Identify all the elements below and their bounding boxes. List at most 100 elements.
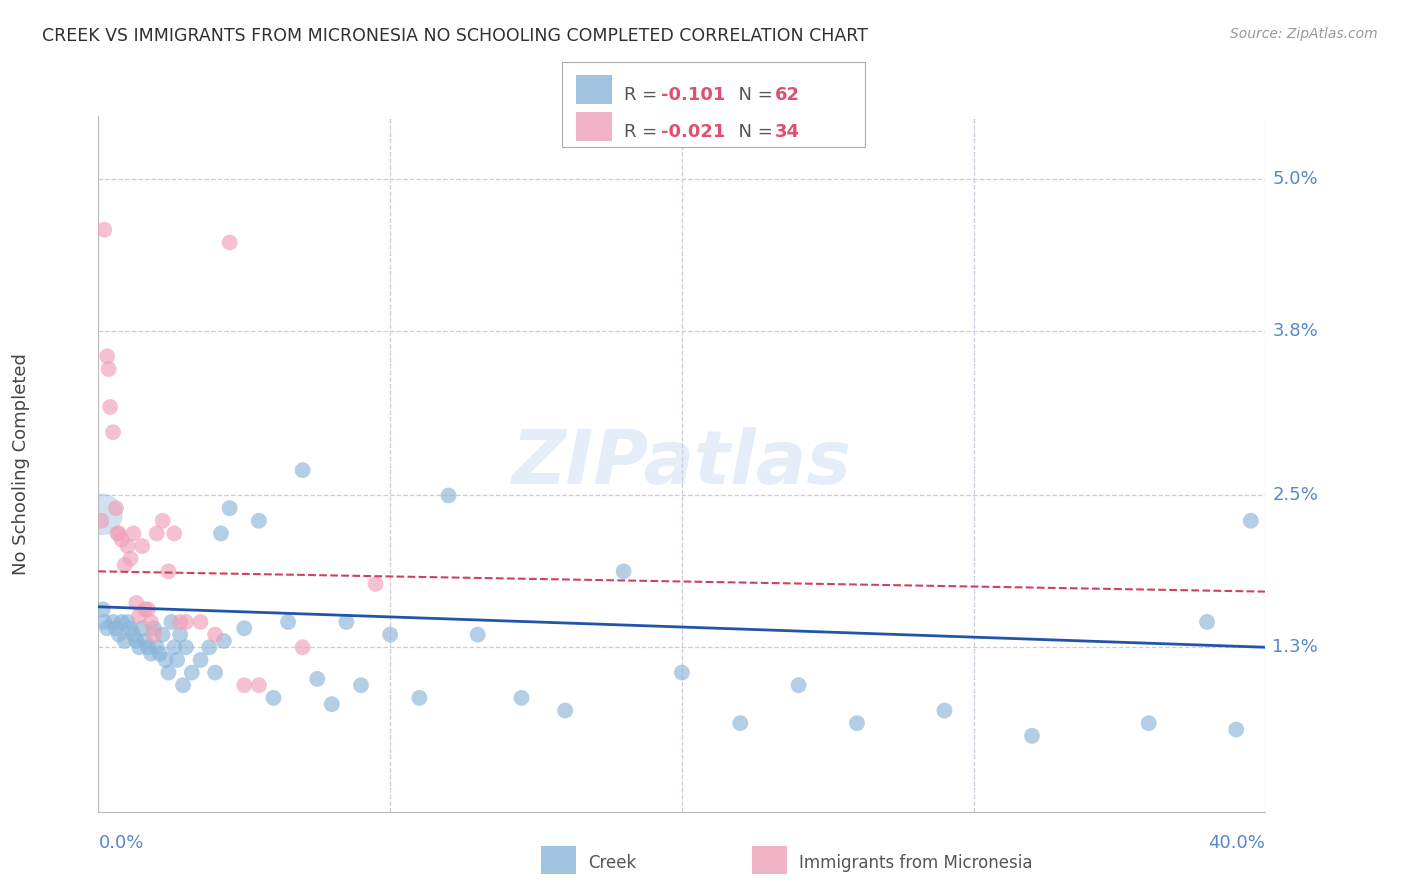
Text: -0.021: -0.021 <box>661 123 725 141</box>
Point <box>291 640 314 655</box>
Point <box>146 526 169 541</box>
Text: 2.5%: 2.5% <box>1272 486 1319 505</box>
Text: 34: 34 <box>775 123 800 141</box>
Point <box>155 653 177 667</box>
Point <box>134 602 156 616</box>
Point <box>111 533 134 547</box>
Point <box>128 640 150 655</box>
Point <box>134 634 156 648</box>
Point <box>139 615 162 629</box>
Point <box>101 425 124 440</box>
Point <box>730 716 752 731</box>
Point <box>291 463 314 477</box>
Point <box>90 508 112 522</box>
Point <box>787 678 810 692</box>
Point <box>101 615 124 629</box>
Point <box>172 678 194 692</box>
Point <box>204 665 226 680</box>
Point <box>169 615 191 629</box>
Point <box>96 621 118 635</box>
Point <box>117 615 139 629</box>
Point <box>122 526 145 541</box>
Point <box>364 577 387 591</box>
Point <box>131 539 153 553</box>
Point <box>233 621 256 635</box>
Point <box>934 704 956 718</box>
Point <box>277 615 299 629</box>
Text: N =: N = <box>727 123 779 141</box>
Point <box>233 678 256 692</box>
Text: Immigrants from Micronesia: Immigrants from Micronesia <box>799 855 1032 872</box>
Text: 40.0%: 40.0% <box>1209 834 1265 852</box>
Point <box>307 672 329 686</box>
Point <box>136 602 159 616</box>
Point <box>157 565 180 579</box>
Point <box>1021 729 1043 743</box>
Text: -0.101: -0.101 <box>661 86 725 103</box>
Point <box>190 653 212 667</box>
Point <box>139 647 162 661</box>
Point <box>467 627 489 641</box>
Point <box>218 235 240 250</box>
Text: 1.3%: 1.3% <box>1272 639 1319 657</box>
Point <box>122 627 145 641</box>
Point <box>554 704 576 718</box>
Text: 0.0%: 0.0% <box>98 834 143 852</box>
Point <box>142 621 165 635</box>
Point <box>247 678 270 692</box>
Point <box>136 640 159 655</box>
Point <box>350 678 373 692</box>
Point <box>128 608 150 623</box>
Point <box>114 558 136 572</box>
Point <box>212 634 235 648</box>
Point <box>247 514 270 528</box>
Point <box>174 640 197 655</box>
Text: 62: 62 <box>775 86 800 103</box>
Point <box>125 634 148 648</box>
Text: R =: R = <box>624 123 664 141</box>
Point <box>152 514 174 528</box>
Point <box>93 223 115 237</box>
Point <box>157 665 180 680</box>
Point <box>510 690 533 705</box>
Point <box>149 647 172 661</box>
Point <box>1225 723 1247 737</box>
Text: No Schooling Completed: No Schooling Completed <box>13 353 30 574</box>
Point <box>321 697 343 711</box>
Point <box>120 551 142 566</box>
Point <box>125 596 148 610</box>
Text: ZIPatlas: ZIPatlas <box>512 427 852 500</box>
Point <box>105 526 128 541</box>
Point <box>104 501 127 516</box>
Point <box>120 621 142 635</box>
Point <box>1195 615 1218 629</box>
Point <box>160 615 183 629</box>
Point <box>93 615 115 629</box>
Text: 3.8%: 3.8% <box>1272 322 1319 340</box>
Point <box>96 349 118 363</box>
Point <box>114 634 136 648</box>
Point <box>142 627 165 641</box>
Text: N =: N = <box>727 86 779 103</box>
Point <box>152 627 174 641</box>
Point <box>180 665 202 680</box>
Point <box>169 627 191 641</box>
Point <box>117 539 139 553</box>
Point <box>108 627 131 641</box>
Point <box>90 514 112 528</box>
Point <box>174 615 197 629</box>
Point <box>131 621 153 635</box>
Point <box>108 526 131 541</box>
Point <box>218 501 240 516</box>
Point <box>408 690 430 705</box>
Point <box>97 362 120 376</box>
Point <box>104 621 127 635</box>
Point <box>198 640 221 655</box>
Point <box>378 627 402 641</box>
Point <box>111 615 134 629</box>
Point <box>612 565 634 579</box>
Text: R =: R = <box>624 86 664 103</box>
Point <box>845 716 868 731</box>
Point <box>146 640 169 655</box>
Point <box>1240 514 1263 528</box>
